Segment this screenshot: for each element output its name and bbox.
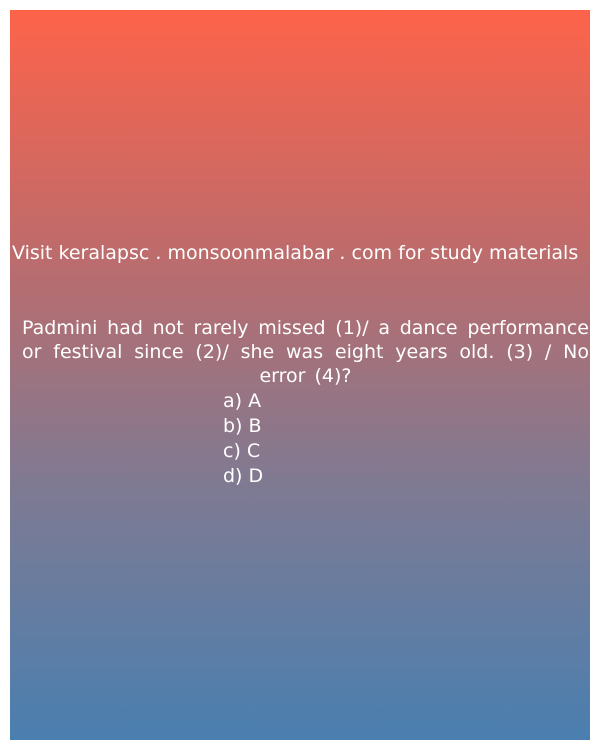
option-d[interactable]: d) D bbox=[223, 465, 264, 487]
question-block: Padmini had not rarely missed (1)/ a dan… bbox=[10, 316, 590, 388]
option-c[interactable]: c) C bbox=[223, 440, 261, 462]
option-b[interactable]: b) B bbox=[223, 415, 262, 437]
question-text: Padmini had not rarely missed (1)/ a dan… bbox=[22, 317, 589, 387]
study-materials-banner: Visit keralapsc . monsoonmalabar . com f… bbox=[12, 242, 579, 264]
option-a[interactable]: a) A bbox=[223, 390, 262, 412]
answer-options: a) A b) B c) C d) D bbox=[223, 389, 263, 489]
question-card: Visit keralapsc . monsoonmalabar . com f… bbox=[10, 10, 590, 740]
